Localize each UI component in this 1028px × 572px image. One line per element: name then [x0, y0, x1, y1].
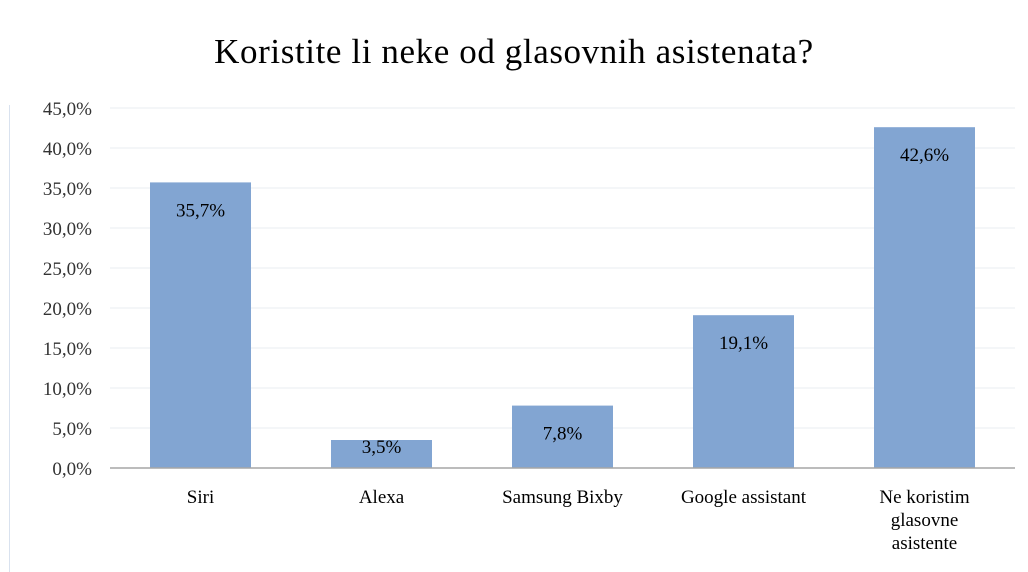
data-label: 42,6% — [900, 145, 949, 166]
category-label: Ne koristim — [879, 487, 969, 508]
data-label: 3,5% — [362, 437, 402, 458]
y-tick-label: 35,0% — [43, 179, 92, 200]
y-tick-label: 45,0% — [43, 99, 92, 120]
y-tick-label: 15,0% — [43, 339, 92, 360]
bar — [693, 315, 794, 468]
y-tick-label: 40,0% — [43, 139, 92, 160]
data-label: 7,8% — [543, 424, 583, 445]
category-label: asistente — [892, 533, 957, 554]
bar — [512, 405, 613, 468]
y-tick-label: 5,0% — [52, 419, 92, 440]
bar — [150, 182, 251, 468]
frame-border — [9, 105, 10, 572]
bar — [874, 127, 975, 468]
y-tick-label: 20,0% — [43, 299, 92, 320]
y-tick-label: 0,0% — [52, 459, 92, 480]
category-label: Samsung Bixby — [502, 487, 623, 508]
y-tick-label: 30,0% — [43, 219, 92, 240]
y-tick-label: 25,0% — [43, 259, 92, 280]
data-label: 35,7% — [176, 200, 225, 221]
category-label: Alexa — [359, 487, 405, 508]
category-label: Siri — [187, 487, 214, 508]
y-tick-label: 10,0% — [43, 379, 92, 400]
chart-title: Koristite li neke od glasovnih asistenat… — [214, 32, 814, 71]
bar — [331, 440, 432, 468]
category-label: Google assistant — [681, 487, 807, 508]
category-label: glasovne — [891, 510, 959, 531]
data-label: 19,1% — [719, 333, 768, 354]
